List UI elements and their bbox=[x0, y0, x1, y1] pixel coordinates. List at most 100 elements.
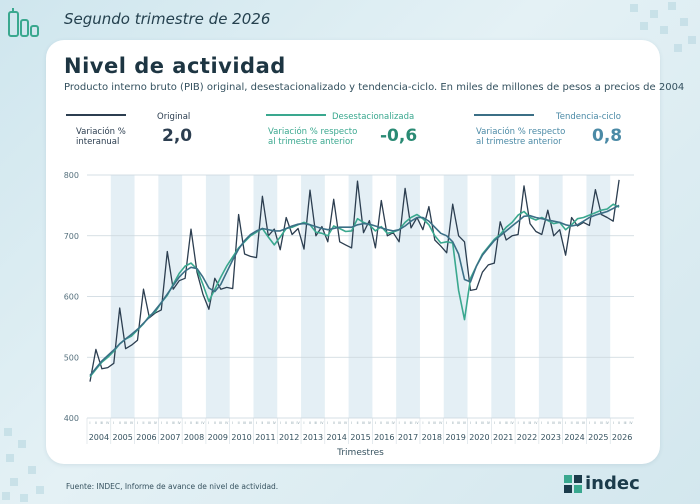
x-quarter-label: IV bbox=[106, 421, 110, 425]
x-quarter-label: II bbox=[475, 421, 477, 425]
x-axis-title: Trimestres bbox=[336, 448, 384, 458]
x-quarter-label: IV bbox=[297, 421, 301, 425]
x-quarter-label: III bbox=[576, 421, 579, 425]
x-quarter-label: IV bbox=[392, 421, 396, 425]
original-legend-line bbox=[66, 114, 126, 116]
original-row-label: Variación % interanual bbox=[76, 127, 126, 147]
y-tick-label: 800 bbox=[64, 171, 79, 180]
x-year-label: 2008 bbox=[184, 433, 204, 442]
x-quarter-label: II bbox=[357, 421, 359, 425]
x-year-label: 2017 bbox=[398, 433, 418, 442]
series-line-tendencia-ciclo bbox=[89, 204, 620, 377]
series-line-desestacionalizada bbox=[89, 203, 620, 378]
chart-subtitle: Producto interno bruto (PIB) original, d… bbox=[64, 82, 685, 93]
series-line-original bbox=[89, 179, 620, 382]
x-quarter-label: III bbox=[600, 421, 603, 425]
indec-logo-icon bbox=[564, 475, 582, 493]
x-quarter-label: IV bbox=[178, 421, 182, 425]
mosaic-bottom-left bbox=[0, 420, 60, 504]
x-quarter-label: I bbox=[351, 421, 352, 425]
source-note: Fuente: INDEC, Informe de avance de nive… bbox=[66, 482, 279, 491]
x-quarter-label: II bbox=[499, 421, 501, 425]
x-quarter-label: III bbox=[386, 421, 389, 425]
x-quarter-label: II bbox=[261, 421, 263, 425]
x-quarter-label: III bbox=[291, 421, 294, 425]
x-quarter-label: II bbox=[143, 421, 145, 425]
x-year-label: 2011 bbox=[255, 433, 275, 442]
x-quarter-label: II bbox=[452, 421, 454, 425]
x-year-label: 2024 bbox=[564, 433, 584, 442]
quarter-heading: Segundo trimestre de 2026 bbox=[64, 10, 271, 28]
x-quarter-label: IV bbox=[463, 421, 467, 425]
x-quarter-label: III bbox=[196, 421, 199, 425]
x-quarter-label: I bbox=[494, 421, 495, 425]
x-year-label: 2021 bbox=[493, 433, 513, 442]
x-quarter-label: III bbox=[314, 421, 317, 425]
x-year-label: 2006 bbox=[136, 433, 156, 442]
x-quarter-label: I bbox=[304, 421, 305, 425]
x-quarter-label: IV bbox=[154, 421, 158, 425]
x-quarter-label: III bbox=[362, 421, 365, 425]
x-quarter-label: I bbox=[232, 421, 233, 425]
desest-name: Desestacionalizada bbox=[332, 112, 415, 122]
x-quarter-label: II bbox=[594, 421, 596, 425]
x-quarter-label: IV bbox=[629, 421, 633, 425]
mosaic-top-right bbox=[620, 0, 700, 60]
x-quarter-label: I bbox=[161, 421, 162, 425]
desest-desc: Variación % respecto al trimestre anteri… bbox=[268, 127, 358, 147]
original-value: 2,0 bbox=[162, 126, 193, 146]
x-year-label: 2013 bbox=[303, 433, 323, 442]
x-quarter-label: III bbox=[243, 421, 246, 425]
x-quarter-label: II bbox=[547, 421, 549, 425]
x-quarter-label: II bbox=[404, 421, 406, 425]
x-quarter-label: IV bbox=[320, 421, 324, 425]
indicator-original: Variación % interanual Original 2,0 bbox=[64, 108, 234, 148]
x-quarter-label: I bbox=[113, 421, 114, 425]
x-quarter-label: III bbox=[529, 421, 532, 425]
x-quarter-label: II bbox=[428, 421, 430, 425]
x-quarter-label: IV bbox=[415, 421, 419, 425]
x-year-label: 2005 bbox=[112, 433, 132, 442]
x-quarter-label: II bbox=[166, 421, 168, 425]
x-quarter-label: I bbox=[256, 421, 257, 425]
x-quarter-label: IV bbox=[534, 421, 538, 425]
x-quarter-label: II bbox=[95, 421, 97, 425]
x-year-label: 2019 bbox=[445, 433, 465, 442]
x-quarter-label: II bbox=[309, 421, 311, 425]
x-quarter-label: II bbox=[618, 421, 620, 425]
x-quarter-label: III bbox=[172, 421, 175, 425]
x-quarter-label: II bbox=[523, 421, 525, 425]
x-year-label: 2026 bbox=[612, 433, 632, 442]
x-quarter-label: I bbox=[280, 421, 281, 425]
x-quarter-label: II bbox=[238, 421, 240, 425]
x-quarter-label: I bbox=[208, 421, 209, 425]
x-quarter-label: I bbox=[470, 421, 471, 425]
x-quarter-label: III bbox=[219, 421, 222, 425]
x-year-label: 2018 bbox=[422, 433, 442, 442]
x-year-label: 2016 bbox=[374, 433, 394, 442]
x-quarter-label: I bbox=[565, 421, 566, 425]
x-quarter-label: I bbox=[399, 421, 400, 425]
x-quarter-label: I bbox=[422, 421, 423, 425]
x-year-label: 2025 bbox=[588, 433, 608, 442]
x-quarter-label: III bbox=[148, 421, 151, 425]
y-tick-label: 600 bbox=[64, 293, 79, 302]
x-quarter-label: I bbox=[137, 421, 138, 425]
x-quarter-label: I bbox=[589, 421, 590, 425]
x-quarter-label: IV bbox=[273, 421, 277, 425]
x-quarter-label: II bbox=[119, 421, 121, 425]
x-quarter-label: IV bbox=[344, 421, 348, 425]
x-quarter-label: III bbox=[267, 421, 270, 425]
x-year-label: 2023 bbox=[541, 433, 561, 442]
tendencia-legend-line bbox=[474, 114, 534, 116]
x-quarter-label: IV bbox=[201, 421, 205, 425]
x-quarter-label: IV bbox=[511, 421, 515, 425]
tendencia-value: 0,8 bbox=[592, 126, 623, 146]
x-quarter-label: IV bbox=[225, 421, 229, 425]
x-quarter-label: I bbox=[613, 421, 614, 425]
x-year-label: 2010 bbox=[231, 433, 251, 442]
x-quarter-label: IV bbox=[606, 421, 610, 425]
x-year-label: 2015 bbox=[350, 433, 370, 442]
x-quarter-label: III bbox=[100, 421, 103, 425]
